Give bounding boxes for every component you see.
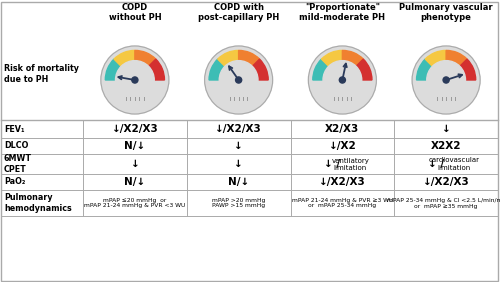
Wedge shape: [218, 50, 238, 66]
Text: ↓/Ⅹ2/Ⅹ3: ↓/Ⅹ2/Ⅹ3: [319, 177, 366, 187]
Wedge shape: [106, 59, 121, 80]
Text: COPD
without PH: COPD without PH: [108, 3, 161, 22]
Text: COPD with
post-capillary PH: COPD with post-capillary PH: [198, 3, 279, 22]
Text: ↓: ↓: [234, 141, 243, 151]
Circle shape: [426, 61, 466, 99]
Text: Pulmonary vascular
phenotype: Pulmonary vascular phenotype: [400, 3, 493, 22]
Text: ↓/Ⅹ2/Ⅹ3: ↓/Ⅹ2/Ⅹ3: [215, 124, 262, 134]
Wedge shape: [114, 50, 135, 66]
Circle shape: [340, 77, 345, 83]
Text: ↓/Ⅹ2: ↓/Ⅹ2: [328, 141, 356, 151]
Wedge shape: [460, 59, 475, 80]
Text: PaO₂: PaO₂: [4, 177, 26, 186]
Wedge shape: [135, 50, 156, 66]
Wedge shape: [252, 59, 268, 80]
Circle shape: [323, 61, 362, 99]
Wedge shape: [356, 59, 372, 80]
Text: Ⅹ2/Ⅹ3: Ⅹ2/Ⅹ3: [325, 124, 360, 134]
Circle shape: [101, 46, 169, 114]
Text: ↓: ↓: [234, 159, 243, 169]
Text: ventilatory
limitation: ventilatory limitation: [332, 158, 370, 171]
Text: FEV₁: FEV₁: [4, 124, 24, 133]
Text: ↓: ↓: [442, 124, 450, 134]
Text: DLCO: DLCO: [4, 142, 28, 151]
Text: mPAP 21-24 mmHg & PVR ≥3 WU
or  mPAP 25-34 mmHg: mPAP 21-24 mmHg & PVR ≥3 WU or mPAP 25-3…: [292, 198, 393, 208]
Circle shape: [219, 61, 258, 99]
Wedge shape: [313, 59, 328, 80]
Text: N/↓: N/↓: [124, 141, 146, 151]
Text: ↓/Ⅹ2/Ⅹ3: ↓/Ⅹ2/Ⅹ3: [112, 124, 158, 134]
Wedge shape: [238, 50, 260, 66]
Text: cardiovascular
limitation: cardiovascular limitation: [428, 158, 480, 171]
Circle shape: [132, 77, 138, 83]
Wedge shape: [446, 50, 467, 66]
Text: 6MWT
CPET: 6MWT CPET: [4, 154, 32, 174]
Text: N/↓: N/↓: [228, 177, 249, 187]
Text: ↓ /: ↓ /: [324, 159, 340, 169]
Text: ↓: ↓: [130, 159, 139, 169]
Circle shape: [443, 77, 449, 83]
Text: ↓/Ⅹ2/Ⅹ3: ↓/Ⅹ2/Ⅹ3: [423, 177, 470, 187]
Circle shape: [236, 77, 242, 83]
Wedge shape: [425, 50, 446, 66]
Text: "Proportionate"
mild-moderate PH: "Proportionate" mild-moderate PH: [300, 3, 386, 22]
Wedge shape: [209, 59, 225, 80]
Wedge shape: [148, 59, 164, 80]
Text: mPAP 25-34 mmHg & CI <2.5 L/min/m²
or  mPAP ≥35 mmHg: mPAP 25-34 mmHg & CI <2.5 L/min/m² or mP…: [387, 197, 500, 209]
Circle shape: [412, 46, 480, 114]
Circle shape: [308, 46, 376, 114]
Text: Pulmonary
hemodynamics: Pulmonary hemodynamics: [4, 193, 72, 213]
Text: mPAP >20 mmHg
PAWP >15 mmHg: mPAP >20 mmHg PAWP >15 mmHg: [212, 198, 266, 208]
Circle shape: [204, 46, 272, 114]
Text: N/↓: N/↓: [124, 177, 146, 187]
Text: mPAP ≤20 mmHg  or
mPAP 21-24 mmHg & PVR <3 WU: mPAP ≤20 mmHg or mPAP 21-24 mmHg & PVR <…: [84, 198, 186, 208]
Wedge shape: [322, 50, 342, 66]
Text: Risk of mortality
due to PH: Risk of mortality due to PH: [4, 64, 79, 84]
Wedge shape: [342, 50, 363, 66]
Text: ↓ /: ↓ /: [428, 159, 444, 169]
Wedge shape: [416, 59, 432, 80]
Text: Ⅹ2Ⅹ2: Ⅹ2Ⅹ2: [431, 141, 462, 151]
Circle shape: [116, 61, 154, 99]
